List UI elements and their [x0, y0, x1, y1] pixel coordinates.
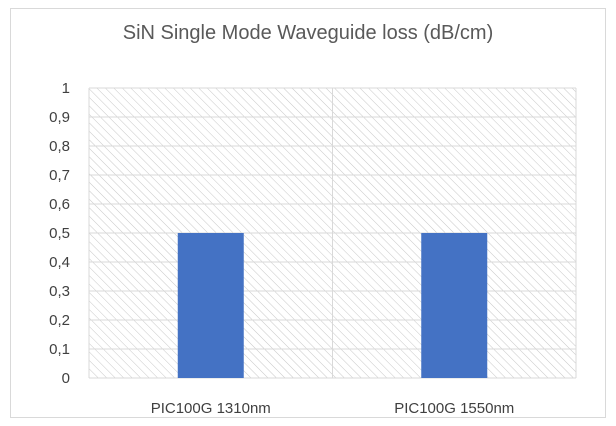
- x-category-label: PIC100G 1550nm: [394, 400, 514, 417]
- y-tick-label: 0,8: [49, 138, 70, 155]
- bars-layer: [177, 233, 488, 378]
- bar: [421, 233, 488, 378]
- y-axis-tick-labels: 0 0,1 0,2 0,3 0,4 0,5 0,6 0,7 0,8 0,9 1: [49, 80, 70, 387]
- y-tick-label: 1: [62, 80, 70, 97]
- y-tick-label: 0,6: [49, 196, 70, 213]
- y-tick-label: 0,5: [49, 225, 70, 242]
- y-tick-label: 0,1: [49, 341, 70, 358]
- chart-title: SiN Single Mode Waveguide loss (dB/cm): [122, 22, 494, 44]
- grid-layer: [88, 87, 577, 379]
- y-tick-label: 0,7: [49, 167, 70, 184]
- bar: [177, 233, 244, 378]
- x-axis-category-labels: PIC100G 1310nm PIC100G 1550nm: [151, 400, 515, 417]
- y-tick-label: 0,4: [49, 254, 70, 271]
- y-tick-label: 0,3: [49, 283, 70, 300]
- y-tick-label: 0: [62, 370, 70, 387]
- x-category-label: PIC100G 1310nm: [151, 400, 271, 417]
- y-tick-label: 0,2: [49, 312, 70, 329]
- y-tick-label: 0,9: [49, 109, 70, 126]
